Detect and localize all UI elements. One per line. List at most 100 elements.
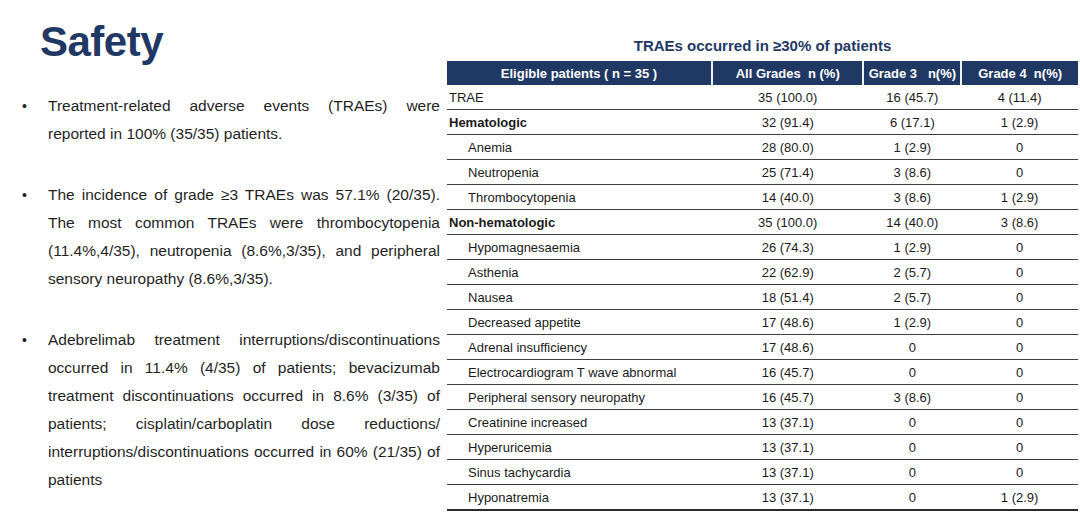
all-grades-cell: 28 (80.0) (712, 135, 863, 160)
row-label-cell: Non-hematologic (447, 210, 712, 235)
grade3-cell: 0 (863, 435, 961, 460)
bullet-list: • Treatment-related adverse events (TRAE… (0, 92, 447, 494)
grade3-cell: 3 (8.6) (863, 185, 961, 210)
table-row: Thrombocytopenia14 (40.0)3 (8.6)1 (2.9) (447, 185, 1078, 210)
column-header-all-grades: All Grades n (%) (712, 61, 863, 85)
all-grades-cell: 14 (40.0) (712, 185, 863, 210)
grade4-cell: 4 (11.4) (961, 85, 1078, 110)
column-header-eligible-patients: Eligible patients ( n = 35 ) (447, 61, 712, 85)
grade4-cell: 0 (961, 235, 1078, 260)
row-label-cell: Adrenal insufficiency (447, 335, 712, 360)
all-grades-cell: 16 (45.7) (712, 360, 863, 385)
grade3-cell: 3 (8.6) (863, 385, 961, 410)
row-label-cell: Electrocardiogram T wave abnormal (447, 360, 712, 385)
grade4-cell: 1 (2.9) (961, 110, 1078, 135)
row-label-cell: Hyperuricemia (447, 435, 712, 460)
all-grades-cell: 16 (45.7) (712, 385, 863, 410)
bullet-text: Adebrelimab treatment interruptions/disc… (48, 331, 440, 488)
grade3-cell: 0 (863, 410, 961, 435)
all-grades-cell: 22 (62.9) (712, 260, 863, 285)
row-label-cell: Peripheral sensory neuropathy (447, 385, 712, 410)
bullet-text: The incidence of grade ≥3 TRAEs was 57.1… (48, 186, 440, 287)
grade3-cell: 0 (863, 485, 961, 511)
grade4-cell: 0 (961, 135, 1078, 160)
traes-table: Eligible patients ( n = 35 ) All Grades … (447, 61, 1078, 511)
all-grades-cell: 18 (51.4) (712, 285, 863, 310)
grade4-cell: 0 (961, 410, 1078, 435)
all-grades-cell: 25 (71.4) (712, 160, 863, 185)
grade3-cell: 16 (45.7) (863, 85, 961, 110)
page-title: Safety (40, 18, 447, 66)
table-row: Adrenal insufficiency17 (48.6)00 (447, 335, 1078, 360)
right-panel: TRAEs occurred in ≥30% of patients Eligi… (447, 36, 1078, 511)
grade3-cell: 2 (5.7) (863, 260, 961, 285)
row-label-cell: Hyponatremia (447, 485, 712, 511)
grade4-cell: 1 (2.9) (961, 485, 1078, 511)
grade3-cell: 1 (2.9) (863, 310, 961, 335)
grade4-cell: 0 (961, 460, 1078, 485)
grade3-cell: 3 (8.6) (863, 160, 961, 185)
grade3-cell: 0 (863, 360, 961, 385)
all-grades-cell: 13 (37.1) (712, 485, 863, 511)
grade4-cell: 3 (8.6) (961, 210, 1078, 235)
bullet-item: • Treatment-related adverse events (TRAE… (48, 92, 440, 148)
table-row: Nausea18 (51.4)2 (5.7)0 (447, 285, 1078, 310)
grade4-cell: 0 (961, 335, 1078, 360)
grade4-cell: 0 (961, 285, 1078, 310)
grade4-cell: 1 (2.9) (961, 185, 1078, 210)
row-label-cell: Hypomagnesaemia (447, 235, 712, 260)
all-grades-cell: 26 (74.3) (712, 235, 863, 260)
grade4-cell: 0 (961, 160, 1078, 185)
table-row: Sinus tachycardia13 (37.1)00 (447, 460, 1078, 485)
table-row: Non-hematologic35 (100.0)14 (40.0)3 (8.6… (447, 210, 1078, 235)
grade4-cell: 0 (961, 360, 1078, 385)
table-row: Neutropenia25 (71.4)3 (8.6)0 (447, 160, 1078, 185)
column-header-grade-3: Grade 3 n(%) (863, 61, 961, 85)
row-label-cell: Sinus tachycardia (447, 460, 712, 485)
table-title: TRAEs occurred in ≥30% of patients (447, 36, 1078, 55)
row-label-cell: Decreased appetite (447, 310, 712, 335)
bullet-dot-icon: • (22, 181, 27, 209)
all-grades-cell: 35 (100.0) (712, 210, 863, 235)
bullet-item: • The incidence of grade ≥3 TRAEs was 57… (48, 181, 440, 293)
grade3-cell: 1 (2.9) (863, 235, 961, 260)
table-row: Hyponatremia13 (37.1)01 (2.9) (447, 485, 1078, 511)
left-panel: Safety • Treatment-related adverse event… (0, 0, 447, 531)
row-label-cell: Asthenia (447, 260, 712, 285)
column-header-grade-4: Grade 4 n(%) (961, 61, 1078, 85)
table-row: Hyperuricemia13 (37.1)00 (447, 435, 1078, 460)
table-header: Eligible patients ( n = 35 ) All Grades … (447, 61, 1078, 85)
bullet-dot-icon: • (22, 326, 27, 354)
table-row: Creatinine increased13 (37.1)00 (447, 410, 1078, 435)
row-label-cell: Nausea (447, 285, 712, 310)
table-row: Hematologic32 (91.4)6 (17.1)1 (2.9) (447, 110, 1078, 135)
table-row: Anemia28 (80.0)1 (2.9)0 (447, 135, 1078, 160)
bullet-item: • Adebrelimab treatment interruptions/di… (48, 326, 440, 494)
row-label-cell: Thrombocytopenia (447, 185, 712, 210)
table-row: Electrocardiogram T wave abnormal16 (45.… (447, 360, 1078, 385)
all-grades-cell: 32 (91.4) (712, 110, 863, 135)
bullet-dot-icon: • (22, 92, 27, 120)
bullet-text: Treatment-related adverse events (TRAEs)… (48, 97, 440, 142)
grade3-cell: 1 (2.9) (863, 135, 961, 160)
row-label-cell: Hematologic (447, 110, 712, 135)
grade3-cell: 2 (5.7) (863, 285, 961, 310)
all-grades-cell: 13 (37.1) (712, 410, 863, 435)
table-body: TRAE35 (100.0)16 (45.7)4 (11.4)Hematolog… (447, 85, 1078, 510)
row-label-cell: Neutropenia (447, 160, 712, 185)
all-grades-cell: 13 (37.1) (712, 435, 863, 460)
table-row: Peripheral sensory neuropathy16 (45.7)3 … (447, 385, 1078, 410)
header-row: Eligible patients ( n = 35 ) All Grades … (447, 61, 1078, 85)
all-grades-cell: 13 (37.1) (712, 460, 863, 485)
table-row: TRAE35 (100.0)16 (45.7)4 (11.4) (447, 85, 1078, 110)
grade3-cell: 14 (40.0) (863, 210, 961, 235)
table-row: Asthenia22 (62.9)2 (5.7)0 (447, 260, 1078, 285)
table-row: Decreased appetite17 (48.6)1 (2.9)0 (447, 310, 1078, 335)
grade4-cell: 0 (961, 260, 1078, 285)
row-label-cell: Creatinine increased (447, 410, 712, 435)
all-grades-cell: 35 (100.0) (712, 85, 863, 110)
grade4-cell: 0 (961, 385, 1078, 410)
grade3-cell: 0 (863, 460, 961, 485)
table-row: Hypomagnesaemia26 (74.3)1 (2.9)0 (447, 235, 1078, 260)
grade3-cell: 6 (17.1) (863, 110, 961, 135)
